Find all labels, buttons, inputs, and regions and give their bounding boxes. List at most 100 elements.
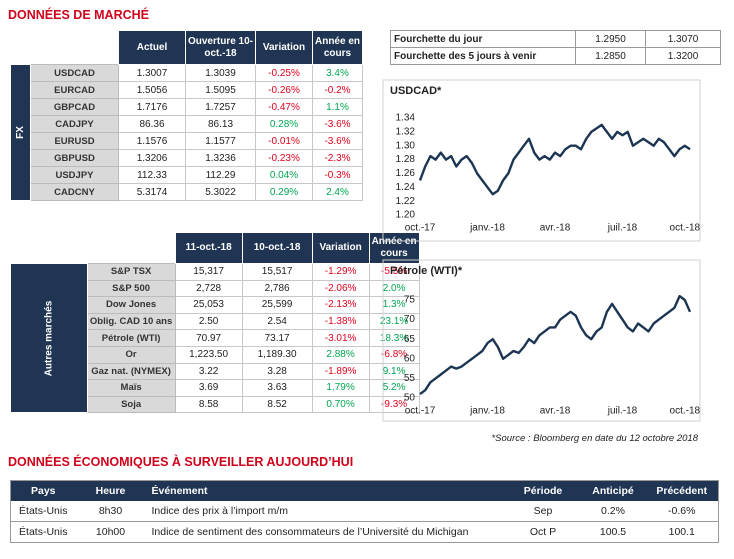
header-cell: Précédent	[645, 480, 719, 501]
cell: 3.63	[241, 379, 313, 397]
chart-frame	[382, 79, 701, 242]
cell: 1,189.30	[241, 345, 313, 364]
cell: 1.1576	[118, 132, 186, 150]
row-label: EURUSD	[30, 132, 119, 150]
cell: 8h30	[75, 501, 146, 522]
cell: 1.1577	[185, 132, 256, 150]
cell: Indice des prix à l’import m/m	[145, 501, 506, 522]
row: Oblig. CAD 10 ans 2.50 2.54 -1.38% 23.1%	[11, 312, 420, 331]
cell: 1.1%	[312, 98, 363, 116]
line	[419, 294, 692, 396]
row: USDJPY 112.33 112.29 0.04% -0.3%	[11, 166, 363, 184]
row-label: USDCAD	[30, 64, 119, 82]
row: États-Unis 8h30 Indice des prix à l’import…	[10, 501, 719, 522]
cell: 15,317	[174, 263, 243, 281]
cell: Indice de sentiment des consommateurs de…	[145, 521, 506, 543]
row: FX USDCAD 1.3007 1.3039 -0.25% 3.4%	[10, 64, 363, 201]
cell: 5.2%	[368, 379, 420, 397]
x-tick-label: juil.-18	[607, 406, 638, 417]
cell: 1.2950	[575, 30, 646, 48]
fx-table-wrap: Actuel Ouverture 10-oct.-18 Variation Année…	[10, 30, 363, 201]
cell: -0.23%	[255, 149, 313, 167]
row-label: USDJPY	[30, 166, 119, 184]
cell: -1.89%	[311, 362, 370, 381]
side-label-cell: FX	[10, 64, 31, 201]
cell: 1.3236	[185, 149, 256, 167]
cell: 0.2%	[580, 501, 646, 522]
row-label: Pétrole (WTI)	[86, 329, 176, 347]
cell: 1.7176	[118, 98, 186, 116]
cell: -1.38%	[311, 312, 370, 331]
cell: 2.88%	[311, 345, 370, 364]
y-tick-label: 1.32	[396, 126, 416, 137]
cell: 1.3039	[185, 64, 256, 82]
section-title: DONNÉES DE MARCHÉ	[8, 8, 149, 22]
header-cell: Période	[505, 480, 581, 501]
cell: 1.3%	[368, 296, 420, 314]
cell: 2.4%	[312, 183, 363, 201]
cell: Fourchette des 5 jours à venir	[390, 47, 576, 65]
y-tick-label: 1.24	[396, 182, 416, 193]
cell: 2.54	[241, 312, 313, 331]
blank	[11, 31, 119, 65]
header-cell: Année en cours	[368, 232, 420, 264]
data-table: Actuel Ouverture 10-oct.-18 Variation Année…	[10, 30, 363, 201]
side-label-cell: Autres marchés	[10, 262, 88, 414]
chart-frame	[382, 259, 701, 422]
cell: -2.06%	[311, 279, 370, 298]
x-tick-label: juil.-18	[607, 223, 638, 234]
header-cell: Événement	[145, 480, 506, 501]
side-label: FX	[15, 126, 26, 139]
y-tick-label: 1.34	[396, 113, 416, 124]
row: GBPUSD 1.3206 1.3236 -0.23% -2.3%	[11, 149, 363, 167]
row: EURCAD 1.5056 1.5095 -0.26% -0.2%	[11, 81, 363, 99]
row: Autres marchés S&P TSX 15,317 15,517 -1.29% -…	[10, 262, 420, 414]
x-tick-label: avr.-18	[540, 406, 571, 417]
x-tick-label: oct.-18	[670, 406, 701, 417]
cell: 86.13	[185, 115, 256, 133]
cell: 3.69	[174, 379, 243, 397]
cell: 0.70%	[311, 395, 370, 414]
header-cell: Pays	[10, 480, 76, 501]
cell: -1.29%	[311, 263, 370, 281]
cell: 5.3022	[185, 183, 256, 201]
row-label: CADJPY	[30, 115, 119, 133]
data-table: 11-oct.-18 10-oct.-18 Variation Année en co…	[10, 232, 420, 414]
cell: 86.36	[118, 115, 186, 133]
row-label: CADCNY	[30, 183, 119, 201]
cell: 15,517	[241, 263, 313, 281]
row-label: GBPUSD	[30, 149, 119, 167]
cell: 70.97	[174, 329, 243, 347]
row-label: Soja	[86, 395, 176, 414]
cell: 1.3007	[118, 64, 186, 82]
row-label: Dow Jones	[86, 296, 176, 314]
cell: 1.2850	[575, 47, 646, 65]
cell: États-Unis	[10, 501, 76, 522]
row: États-Unis 10h00 Indice de sentiment des c…	[10, 521, 719, 543]
cell: 2.50	[174, 312, 243, 331]
cell: -3.6%	[312, 115, 363, 133]
cell: -2.13%	[311, 296, 370, 314]
cell: 3.28	[241, 362, 313, 381]
row-label: EURCAD	[30, 81, 119, 99]
cell: 10h00	[75, 521, 146, 543]
row: CADJPY 86.36 86.13 0.28% -3.6%	[11, 115, 363, 133]
row-label: Maïs	[86, 379, 176, 397]
cell: 1.5095	[185, 81, 256, 99]
cell: 23.1%	[368, 312, 420, 331]
markets-table-wrap: 11-oct.-18 10-oct.-18 Variation Année en co…	[10, 232, 420, 414]
row: CADCNY 5.3174 5.3022 0.29% 2.4%	[11, 183, 363, 201]
header-row: Actuel Ouverture 10-oct.-18 Variation Année…	[11, 30, 363, 65]
cell: 0.28%	[255, 115, 313, 133]
cell: 2.0%	[368, 279, 420, 298]
eco-table: Pays Heure Événement Période Anticipé Précéde…	[10, 480, 719, 543]
row-label: S&P 500	[86, 279, 176, 298]
cell: Fourchette du jour	[390, 30, 576, 48]
cell: 9.1%	[368, 362, 420, 381]
cell: 1.79%	[311, 379, 370, 397]
header-row: Pays Heure Événement Période Anticipé Précéde…	[10, 480, 719, 501]
cell: 1.5056	[118, 81, 186, 99]
line	[418, 123, 691, 196]
cell: 1.3200	[645, 47, 721, 65]
